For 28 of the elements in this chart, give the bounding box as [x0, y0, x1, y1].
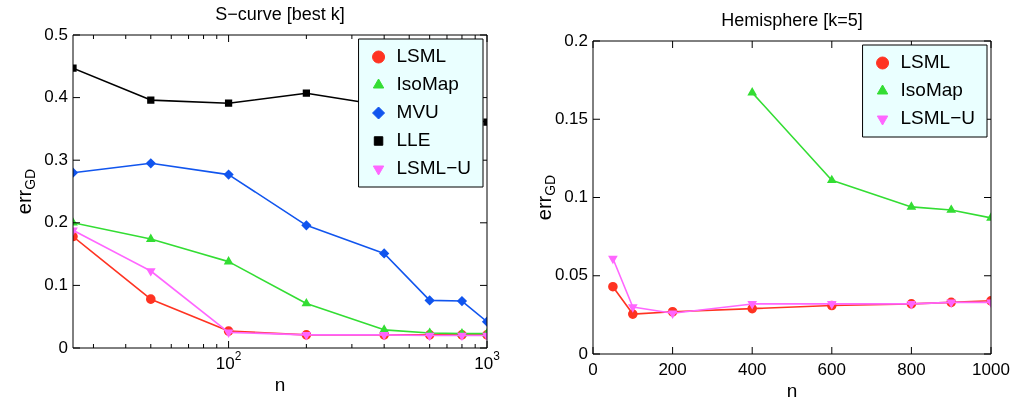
- y-tick-label: 0.2: [44, 212, 69, 232]
- x-tick-label: 600: [817, 359, 846, 379]
- y-tick-label: 0.05: [554, 265, 589, 285]
- x-tick-label: 200: [658, 359, 687, 379]
- y-tick-label: 0.1: [44, 275, 69, 295]
- y-axis-title: errGD: [532, 174, 558, 221]
- x-tick-label: 800: [897, 359, 926, 379]
- legend-label: MVU: [396, 101, 439, 123]
- legend-label: LSML: [396, 45, 447, 67]
- y-tick-label: 0.1: [564, 187, 589, 207]
- x-tick-label: 400: [738, 359, 767, 379]
- x-axis-title: n: [786, 380, 798, 402]
- y-tick-label: 0.15: [554, 108, 589, 128]
- y-tick-label: 0.4: [44, 87, 69, 107]
- legend-label: IsoMap: [900, 79, 963, 101]
- chart-title: Hemisphere [k=5]: [721, 9, 863, 30]
- legend-label: IsoMap: [396, 73, 459, 95]
- chart-title: S−curve [best k]: [215, 3, 345, 24]
- legend-label: LSML−U: [396, 157, 471, 179]
- legend-label: LSML−U: [900, 107, 975, 129]
- y-tick-label: 0.3: [44, 149, 69, 169]
- y-tick-label: 0.2: [564, 30, 589, 50]
- x-axis-title: n: [274, 374, 286, 396]
- y-tick-label: 0.5: [44, 24, 69, 44]
- legend-label: LSML: [900, 51, 951, 73]
- legend-label: LLE: [396, 129, 431, 151]
- y-axis-title: errGD: [12, 168, 38, 215]
- x-tick-label: 1000: [972, 359, 1010, 379]
